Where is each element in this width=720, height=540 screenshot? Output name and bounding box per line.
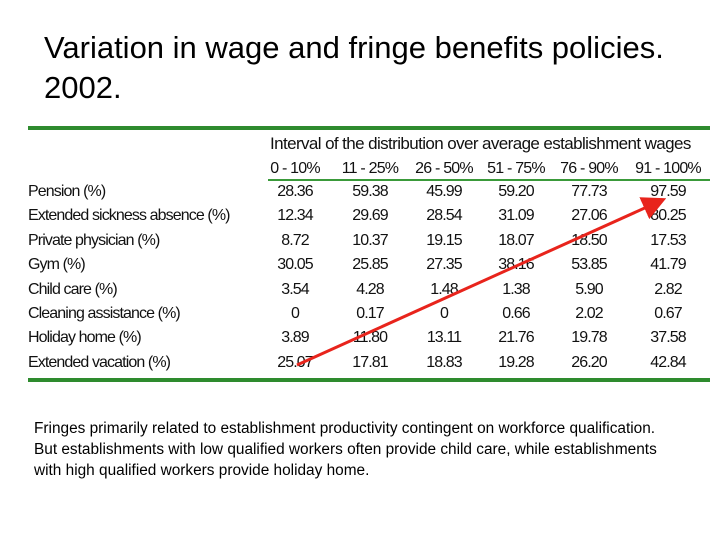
table-cell: 27.35 <box>426 256 462 274</box>
table-cell: 37.58 <box>650 329 686 347</box>
column-header: 76 - 90% <box>560 160 618 177</box>
table-cell: 25.85 <box>352 256 388 274</box>
table-cell: 59.20 <box>498 183 534 200</box>
table-cell: 0.17 <box>356 305 384 322</box>
table-cell: 25.07 <box>277 353 313 371</box>
table-cell: 18.50 <box>571 231 607 249</box>
column-header: 91 - 100% <box>635 160 702 177</box>
row-label: Private physician (%) <box>28 231 160 249</box>
table-cell: 13.11 <box>426 329 462 347</box>
table-cell: 31.09 <box>498 207 534 225</box>
column-header: 0 - 10% <box>270 160 320 177</box>
table-cell: 0.66 <box>502 305 530 322</box>
benefits-table: Interval of the distribution over averag… <box>28 126 710 382</box>
table-cell: 0 <box>440 305 449 322</box>
table-cell: 11.80 <box>352 329 388 347</box>
interval-header: Interval of the distribution over averag… <box>270 134 691 153</box>
table-row: Holiday home (%) 3.89 11.80 13.11 21.76 19.78… <box>28 329 710 353</box>
table-cell: 4.28 <box>356 280 384 298</box>
table-cell: 19.15 <box>426 231 462 249</box>
table-cell: 28.54 <box>426 207 462 225</box>
table-cell: 10.37 <box>352 231 388 249</box>
table-cell: 17.81 <box>352 353 388 371</box>
row-label: Extended vacation (%) <box>28 353 171 371</box>
table-cell: 45.99 <box>426 183 462 200</box>
table-cell: 77.73 <box>571 183 607 200</box>
table-row: Extended vacation (%) 25.07 17.81 18.83 19.2… <box>28 354 710 378</box>
row-label: Extended sickness absence (%) <box>28 207 230 225</box>
table-cell: 21.76 <box>498 329 534 347</box>
table-cell: 97.59 <box>650 183 686 200</box>
table-cell: 17.53 <box>650 231 686 249</box>
table-row: Pension (%) 28.36 59.38 45.99 59.20 77.73 97.5… <box>28 183 710 207</box>
column-header: 11 - 25% <box>341 160 399 177</box>
table-row: Gym (%) 30.05 25.85 27.35 38.16 53.85 41.79 <box>28 256 710 280</box>
table-row: Child care (%) 3.54 4.28 1.48 1.38 5.90 2.82 <box>28 281 710 305</box>
table-cell: 5.90 <box>575 280 603 298</box>
table-cell: 0.67 <box>654 305 682 322</box>
slide-title: Variation in wage and fringe benefits po… <box>44 30 664 105</box>
table-cell: 18.83 <box>426 353 462 371</box>
row-label: Child care (%) <box>28 280 118 298</box>
column-header: 51 - 75% <box>487 160 545 177</box>
table-cell: 2.02 <box>575 305 603 322</box>
table-top-rule <box>28 126 710 130</box>
table-cell: 29.69 <box>352 207 388 225</box>
table-cell: 3.89 <box>281 329 309 347</box>
table-cell: 0 <box>291 305 300 322</box>
table-cell: 8.72 <box>281 231 309 249</box>
table-cell: 2.82 <box>654 280 682 298</box>
table-cell: 1.48 <box>430 280 458 298</box>
table-cell: 53.85 <box>571 256 607 274</box>
table-cell: 18.07 <box>498 231 534 249</box>
table-cell: 1.38 <box>502 280 530 298</box>
table-row: Cleaning assistance (%) 0 0.17 0 0.66 2.02 0.6… <box>28 305 710 329</box>
table-cell: 38.16 <box>498 256 534 274</box>
table-cell: 27.06 <box>571 207 607 225</box>
table-bottom-rule <box>28 378 710 382</box>
table-cell: 26.20 <box>571 353 607 371</box>
table-row: Private physician (%) 8.72 10.37 19.15 18.07… <box>28 232 710 256</box>
table-cell: 19.28 <box>498 353 534 371</box>
table-cell: 59.38 <box>352 183 388 200</box>
column-headers: 0 - 10% 11 - 25% 26 - 50% 51 - 75% 76 - … <box>28 160 710 180</box>
table-header-rule <box>268 179 710 181</box>
table-cell: 30.05 <box>277 256 313 274</box>
slide-note: Fringes primarily related to establishme… <box>34 420 657 479</box>
table-cell: 28.36 <box>277 183 313 200</box>
row-label: Holiday home (%) <box>28 329 142 347</box>
table-row: Extended sickness absence (%) 12.34 29.69 2… <box>28 207 710 231</box>
table-cell: 12.34 <box>277 207 313 225</box>
row-label: Gym (%) <box>28 256 86 274</box>
row-label: Pension (%) <box>28 183 106 200</box>
row-label: Cleaning assistance (%) <box>28 305 181 322</box>
table-cell: 19.78 <box>571 329 607 347</box>
table-cell: 80.25 <box>650 207 686 225</box>
table-cell: 41.79 <box>650 256 686 274</box>
column-header: 26 - 50% <box>415 160 473 177</box>
table-cell: 3.54 <box>281 280 309 298</box>
table-cell: 42.84 <box>650 353 686 371</box>
